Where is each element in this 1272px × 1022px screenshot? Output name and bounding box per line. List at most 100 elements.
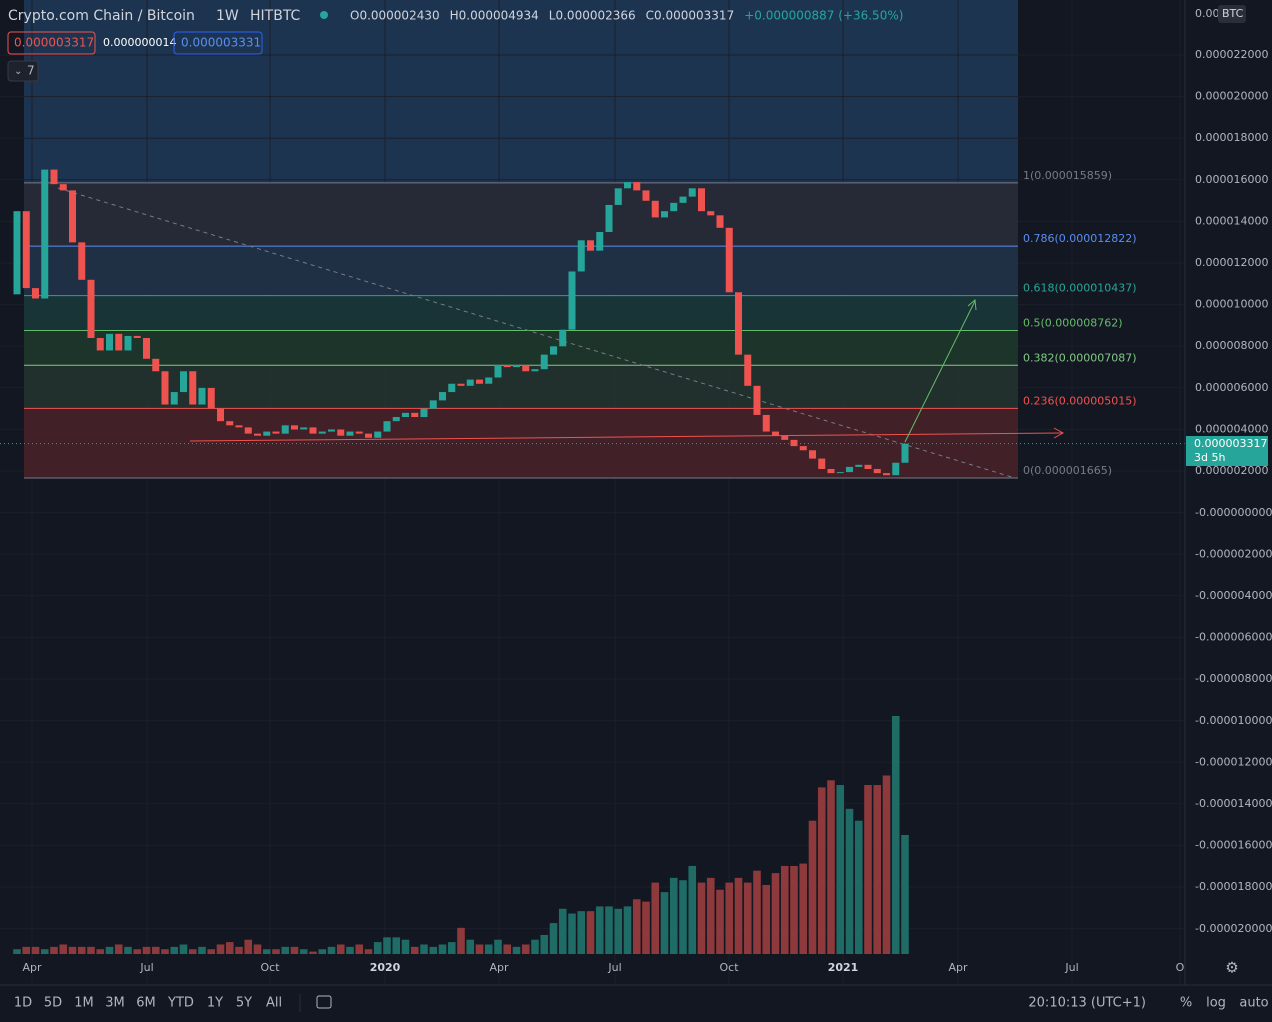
price-label: -0.000006000: [1195, 631, 1272, 644]
range-button[interactable]: 6M: [136, 996, 156, 1011]
volume-bar: [68, 946, 77, 954]
price-label: 0.000010000: [1195, 298, 1268, 311]
volume-bar: [392, 937, 401, 954]
volume-bar: [216, 944, 225, 954]
axis-option[interactable]: auto: [1239, 996, 1268, 1011]
candle: [272, 431, 280, 434]
candle: [217, 408, 224, 422]
volume-bar: [836, 785, 845, 954]
price-label: 0.000012000: [1195, 256, 1268, 269]
candle: [254, 433, 261, 436]
buy-box[interactable]: [173, 31, 263, 55]
volume-bar: [114, 944, 123, 954]
candle: [781, 435, 789, 440]
candle: [383, 421, 391, 432]
candle: [161, 371, 169, 405]
indicator-toggle[interactable]: [7, 60, 39, 82]
price-label: 0.000016000: [1195, 173, 1268, 186]
fib-label: 0.786(0.000012822): [1023, 232, 1137, 245]
sell-box[interactable]: [7, 31, 96, 55]
candle: [642, 190, 650, 201]
candle: [883, 473, 890, 476]
ray: [189, 432, 1063, 442]
price-label: 0.000020000: [1195, 90, 1268, 103]
volume-bar: [531, 939, 539, 954]
status-dot: [320, 11, 328, 19]
candle: [688, 188, 696, 197]
candle: [420, 408, 428, 418]
volume-bar: [336, 944, 345, 954]
buy-price[interactable]: 0.000003331: [181, 36, 261, 50]
ohlc-value: +0.000000887 (+36.50%): [744, 9, 903, 23]
volume-bar: [753, 870, 761, 954]
volume-bar: [420, 944, 428, 954]
candle: [59, 184, 67, 191]
price-label: 0.000022000: [1195, 48, 1268, 61]
volume-bar: [364, 949, 373, 954]
candle: [41, 169, 49, 299]
candle: [115, 333, 123, 351]
volume-bar: [586, 911, 595, 954]
fib-zone: [24, 182, 1018, 247]
volume-bar: [743, 882, 752, 954]
range-button[interactable]: 5Y: [236, 996, 252, 1011]
volume-bar: [549, 923, 558, 954]
candle: [281, 425, 289, 434]
ohlc-value: C0.000003317: [646, 9, 735, 23]
candle: [337, 429, 345, 436]
price-label: -0.000012000: [1195, 755, 1272, 768]
price-label: -0.000000000: [1195, 506, 1272, 519]
range-button[interactable]: 1M: [74, 996, 94, 1011]
candle: [300, 427, 308, 430]
volume-bar: [568, 913, 576, 954]
volume-bar: [854, 820, 863, 954]
volume-bar: [558, 908, 567, 954]
volume-bar: [780, 865, 789, 954]
candle: [799, 446, 807, 451]
volume-bar: [105, 946, 114, 954]
fib-label: 0.236(0.000005015): [1023, 394, 1137, 407]
candle: [207, 387, 215, 409]
range-button[interactable]: All: [266, 996, 282, 1011]
volume-bar: [827, 780, 835, 954]
candle: [124, 335, 132, 351]
candle: [735, 292, 742, 355]
volume-bar: [512, 946, 521, 954]
volume-bar: [346, 946, 354, 954]
volume-bar: [151, 946, 160, 954]
volume-bar: [521, 944, 530, 954]
volume-bar: [494, 939, 502, 954]
volume-bar: [605, 906, 613, 954]
currency[interactable]: BTC: [1222, 7, 1244, 20]
range-button[interactable]: 1Y: [207, 996, 223, 1011]
sell-price[interactable]: 0.000003317: [14, 36, 94, 50]
volume-bar: [133, 949, 142, 954]
candle: [568, 271, 576, 330]
candle: [429, 400, 437, 409]
candle: [873, 468, 881, 474]
date-range-icon[interactable]: [316, 995, 332, 1009]
candle: [698, 188, 705, 212]
current-price: 0.000003317: [1194, 437, 1267, 450]
candle: [152, 358, 160, 372]
range-button[interactable]: 3M: [105, 996, 125, 1011]
candle: [318, 431, 326, 434]
axis-option[interactable]: log: [1206, 996, 1226, 1011]
candle: [892, 462, 900, 476]
candle: [355, 431, 363, 434]
range-button[interactable]: 5D: [44, 996, 62, 1011]
volume-bar: [96, 949, 105, 954]
interval[interactable]: 1W: [216, 8, 239, 24]
candle: [170, 392, 178, 405]
range-button[interactable]: 1D: [14, 996, 32, 1011]
candle: [448, 383, 456, 393]
volume-bar: [244, 939, 253, 954]
currency-badge[interactable]: [1218, 5, 1246, 23]
fib-label: 1(0.000015859): [1023, 169, 1112, 182]
range-button[interactable]: YTD: [167, 996, 194, 1011]
candle: [485, 377, 493, 384]
candle: [587, 240, 594, 251]
axis-option[interactable]: %: [1180, 996, 1192, 1011]
volume-bar: [410, 946, 419, 954]
settings-icon[interactable]: ⚙: [1225, 959, 1238, 977]
